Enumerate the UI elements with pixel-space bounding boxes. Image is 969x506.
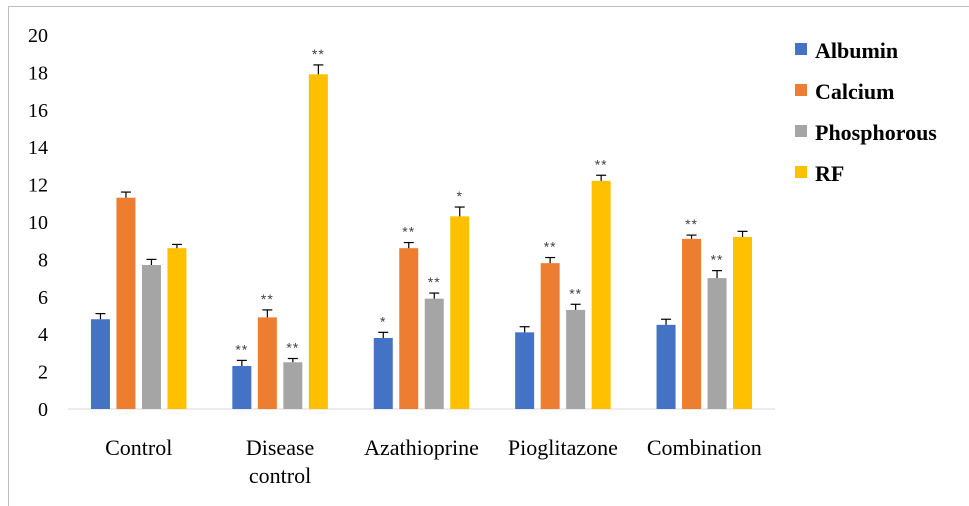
legend-label: Albumin: [815, 38, 898, 63]
y-tick-label: 2: [38, 362, 48, 384]
category-label: Combination: [647, 435, 762, 460]
bar-calcium: [399, 248, 419, 409]
significance-label: *: [457, 188, 463, 204]
significance-label: **: [402, 224, 415, 240]
bars: ************************: [90, 46, 753, 410]
legend-label: Calcium: [815, 79, 894, 104]
y-tick-label: 10: [28, 212, 48, 234]
significance-label: **: [685, 216, 698, 232]
significance-label: **: [286, 340, 299, 356]
bar-calcium: [116, 197, 136, 409]
category-label: Pioglitazone: [508, 435, 618, 460]
y-tick-label: 0: [38, 399, 48, 421]
bar-rf: [733, 236, 753, 409]
significance-label: **: [711, 252, 724, 268]
significance-label: *: [380, 313, 386, 329]
y-tick-label: 8: [38, 249, 48, 271]
x-axis-labels: Control Disease control Azathioprine Pioglit…: [105, 435, 762, 488]
legend-label: RF: [815, 161, 844, 186]
significance-label: **: [261, 291, 274, 307]
y-tick-label: 14: [28, 137, 48, 159]
legend-swatch: [795, 84, 807, 96]
bar-rf: [308, 74, 328, 410]
legend: Albumin Calcium Phosphorous RF: [795, 38, 937, 186]
bar-rf: [167, 248, 187, 409]
bar-phosphorous: [707, 278, 727, 409]
category-label: Azathioprine: [364, 435, 479, 460]
significance-label: **: [235, 341, 248, 357]
significance-label: **: [428, 274, 441, 290]
category-label: Disease control: [246, 435, 314, 488]
y-tick-label: 18: [28, 62, 48, 84]
significance-label: **: [595, 156, 608, 172]
bar-albumin: [656, 324, 676, 409]
significance-label: **: [569, 285, 582, 301]
bar-calcium: [257, 317, 277, 409]
y-tick-label: 4: [38, 324, 48, 346]
category-label: Control: [105, 435, 172, 460]
chart-frame: [8, 6, 969, 506]
bar-albumin: [90, 319, 110, 409]
significance-label: **: [312, 46, 325, 62]
bar-phosphorous: [566, 309, 586, 409]
bar-rf: [450, 216, 470, 409]
bar-phosphorous: [424, 298, 444, 409]
bar-phosphorous: [141, 265, 161, 409]
y-tick-label: 16: [28, 100, 48, 122]
y-tick-label: 6: [38, 287, 48, 309]
legend-swatch: [795, 43, 807, 55]
bar-albumin: [373, 337, 393, 409]
significance-label: **: [544, 239, 557, 255]
bar-albumin: [515, 332, 535, 409]
y-tick-label: 20: [28, 25, 48, 47]
bar-calcium: [540, 263, 560, 409]
bar-rf: [591, 180, 611, 409]
bar-calcium: [682, 238, 702, 409]
y-tick-label: 12: [28, 175, 48, 197]
legend-swatch: [795, 166, 807, 178]
legend-swatch: [795, 125, 807, 137]
bar-phosphorous: [283, 362, 303, 409]
legend-label: Phosphorous: [815, 120, 937, 145]
bar-albumin: [232, 365, 252, 409]
